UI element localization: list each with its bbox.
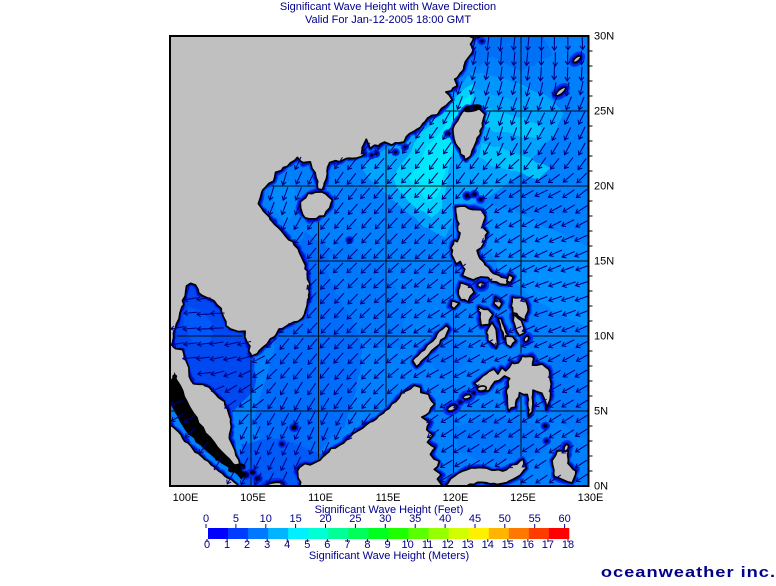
svg-text:12: 12 xyxy=(442,539,454,551)
svg-text:14: 14 xyxy=(482,539,494,551)
svg-text:5N: 5N xyxy=(594,406,608,418)
svg-text:115E: 115E xyxy=(376,492,401,504)
svg-text:8: 8 xyxy=(364,539,370,551)
svg-text:35: 35 xyxy=(409,513,421,525)
svg-text:0: 0 xyxy=(204,539,210,551)
svg-text:Valid For Jan-12-2005 18:00 GM: Valid For Jan-12-2005 18:00 GMT xyxy=(305,14,471,26)
svg-text:60: 60 xyxy=(558,513,570,525)
svg-text:1: 1 xyxy=(224,539,230,551)
svg-text:105E: 105E xyxy=(240,492,266,504)
svg-text:10: 10 xyxy=(260,513,272,525)
svg-text:2: 2 xyxy=(244,539,250,551)
svg-text:7: 7 xyxy=(344,539,350,551)
svg-text:9: 9 xyxy=(384,539,390,551)
svg-text:16: 16 xyxy=(522,539,534,551)
svg-text:15N: 15N xyxy=(594,256,614,268)
svg-text:oceanweather inc.: oceanweather inc. xyxy=(601,564,776,581)
svg-text:130E: 130E xyxy=(578,492,604,504)
svg-text:Significant Wave Height (Meter: Significant Wave Height (Meters) xyxy=(309,550,469,562)
svg-text:15: 15 xyxy=(289,513,301,525)
svg-text:10: 10 xyxy=(401,539,413,551)
svg-text:125E: 125E xyxy=(510,492,536,504)
svg-text:50: 50 xyxy=(499,513,511,525)
svg-text:20N: 20N xyxy=(594,181,614,193)
svg-text:5: 5 xyxy=(233,513,239,525)
svg-text:25: 25 xyxy=(349,513,361,525)
svg-text:13: 13 xyxy=(462,539,474,551)
svg-text:100E: 100E xyxy=(173,492,199,504)
svg-text:5: 5 xyxy=(304,539,310,551)
svg-text:11: 11 xyxy=(422,539,433,551)
svg-text:110E: 110E xyxy=(308,492,333,504)
svg-text:3: 3 xyxy=(264,539,270,551)
svg-text:4: 4 xyxy=(284,539,290,551)
svg-text:17: 17 xyxy=(542,539,554,551)
svg-text:10N: 10N xyxy=(594,331,614,343)
svg-text:45: 45 xyxy=(469,513,481,525)
svg-text:15: 15 xyxy=(502,539,514,551)
svg-text:30N: 30N xyxy=(594,31,614,43)
svg-text:18: 18 xyxy=(562,539,574,551)
svg-text:0N: 0N xyxy=(594,481,608,493)
svg-text:40: 40 xyxy=(439,513,451,525)
svg-text:30: 30 xyxy=(379,513,391,525)
svg-text:0: 0 xyxy=(203,513,209,525)
svg-text:25N: 25N xyxy=(594,106,614,118)
svg-text:20: 20 xyxy=(319,513,331,525)
svg-text:6: 6 xyxy=(324,539,330,551)
svg-text:55: 55 xyxy=(529,513,541,525)
svg-text:120E: 120E xyxy=(443,492,469,504)
svg-text:Significant Wave Height (Feet): Significant Wave Height (Feet) xyxy=(315,504,464,516)
svg-text:Significant Wave Height with W: Significant Wave Height with Wave Direct… xyxy=(280,1,496,13)
